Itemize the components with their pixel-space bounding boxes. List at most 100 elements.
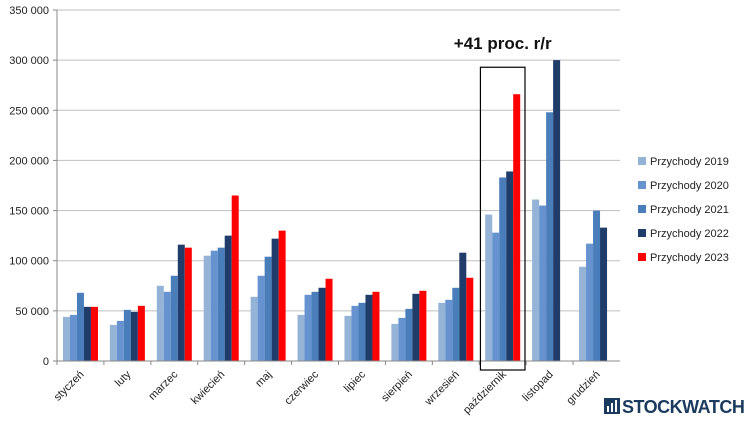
x-category-label: maj <box>253 369 274 390</box>
bar <box>250 296 258 361</box>
bar <box>358 302 366 361</box>
stockwatch-logo: STOCKWATCH <box>604 397 745 417</box>
bar <box>485 214 493 361</box>
bar <box>278 230 286 361</box>
logo-mark-bar <box>611 403 613 412</box>
bar <box>210 250 218 361</box>
y-tick-label: 250 000 <box>9 105 49 117</box>
bar <box>76 292 84 361</box>
bar <box>116 320 124 361</box>
bar <box>586 243 594 361</box>
x-category-label: czerwiec <box>282 368 321 407</box>
bar <box>69 314 77 361</box>
logo-mark-bar <box>615 400 617 412</box>
bar <box>546 112 554 361</box>
legend-label: Przychody 2020 <box>650 180 729 192</box>
x-category-label: kwiecień <box>189 369 227 407</box>
legend-swatch <box>638 205 646 213</box>
legend-label: Przychody 2022 <box>650 228 729 240</box>
bar <box>311 291 319 361</box>
x-category-label: październik <box>461 368 509 416</box>
bar <box>304 294 312 361</box>
bar <box>257 275 265 361</box>
highlight-box <box>479 66 526 371</box>
bar <box>593 210 601 361</box>
logo-mark-bar <box>607 406 609 412</box>
bar <box>297 314 305 361</box>
bar <box>513 94 521 362</box>
bar <box>452 287 460 361</box>
legend-swatch <box>638 253 646 261</box>
bar <box>177 244 185 361</box>
bar <box>372 291 380 361</box>
bar <box>412 293 420 361</box>
bar <box>137 305 145 361</box>
legend-swatch <box>638 181 646 189</box>
bar <box>365 294 373 361</box>
bar <box>398 317 406 361</box>
bar <box>351 305 359 361</box>
bar <box>62 316 70 361</box>
legend-label: Przychody 2019 <box>650 156 729 168</box>
bar <box>459 252 467 361</box>
bar <box>163 291 171 361</box>
bar <box>224 235 232 361</box>
bar <box>579 266 587 361</box>
bar <box>231 195 239 361</box>
gridlines <box>57 9 620 312</box>
bar <box>83 306 91 361</box>
bar <box>264 256 272 361</box>
y-tick-label: 200 000 <box>9 155 49 167</box>
bar <box>123 309 131 361</box>
bar <box>466 277 474 361</box>
bar <box>170 275 178 361</box>
legend-label: Przychody 2023 <box>650 252 729 264</box>
bars <box>62 60 608 362</box>
y-tick-label: 0 <box>43 356 49 368</box>
bar <box>438 302 446 361</box>
annotation-label: +41 proc. r/r <box>454 34 552 53</box>
legend-label: Przychody 2021 <box>650 204 729 216</box>
bar <box>405 308 413 361</box>
bar <box>600 227 608 361</box>
brand-name: STOCKWATCH <box>622 397 744 417</box>
x-category-label: luty <box>113 368 134 389</box>
legend-swatch <box>638 229 646 237</box>
bar <box>90 306 98 361</box>
bar <box>156 285 164 361</box>
bar <box>130 311 138 361</box>
x-category-label: grudzień <box>564 369 602 407</box>
bar <box>419 290 427 361</box>
legend-swatch <box>638 157 646 165</box>
bar <box>539 205 547 361</box>
x-category-label: wrzesień <box>422 369 462 409</box>
bar <box>344 315 352 361</box>
y-tick-label: 350 000 <box>9 5 49 17</box>
bar <box>492 232 500 361</box>
bar <box>109 324 117 361</box>
bar <box>391 323 399 361</box>
x-category-label: marzec <box>146 368 180 402</box>
y-tick-label: 300 000 <box>9 55 49 67</box>
bar <box>325 278 333 361</box>
bar <box>553 60 561 362</box>
y-tick-label: 100 000 <box>9 256 49 268</box>
x-category-label: lipiec <box>342 368 369 395</box>
y-tick-label: 50 000 <box>15 306 49 318</box>
x-category-label: styczeń <box>52 369 87 404</box>
y-tick-label: 150 000 <box>9 206 49 218</box>
highlight-box-group: +41 proc. r/r <box>454 34 552 371</box>
bar <box>506 171 514 361</box>
bar <box>203 255 211 361</box>
bar <box>532 199 540 361</box>
x-category-label: sierpień <box>379 369 415 405</box>
bar <box>445 299 453 361</box>
bar <box>318 287 326 361</box>
bar <box>184 247 192 361</box>
x-category-label: listopad <box>520 369 555 404</box>
legend: Przychody 2019 Przychody 2020 Przychody 20… <box>638 156 729 264</box>
y-axis-ticks: 0 50 000 100 000 150 000 200 000 250 000 300 0… <box>9 5 57 368</box>
bar <box>499 177 507 361</box>
